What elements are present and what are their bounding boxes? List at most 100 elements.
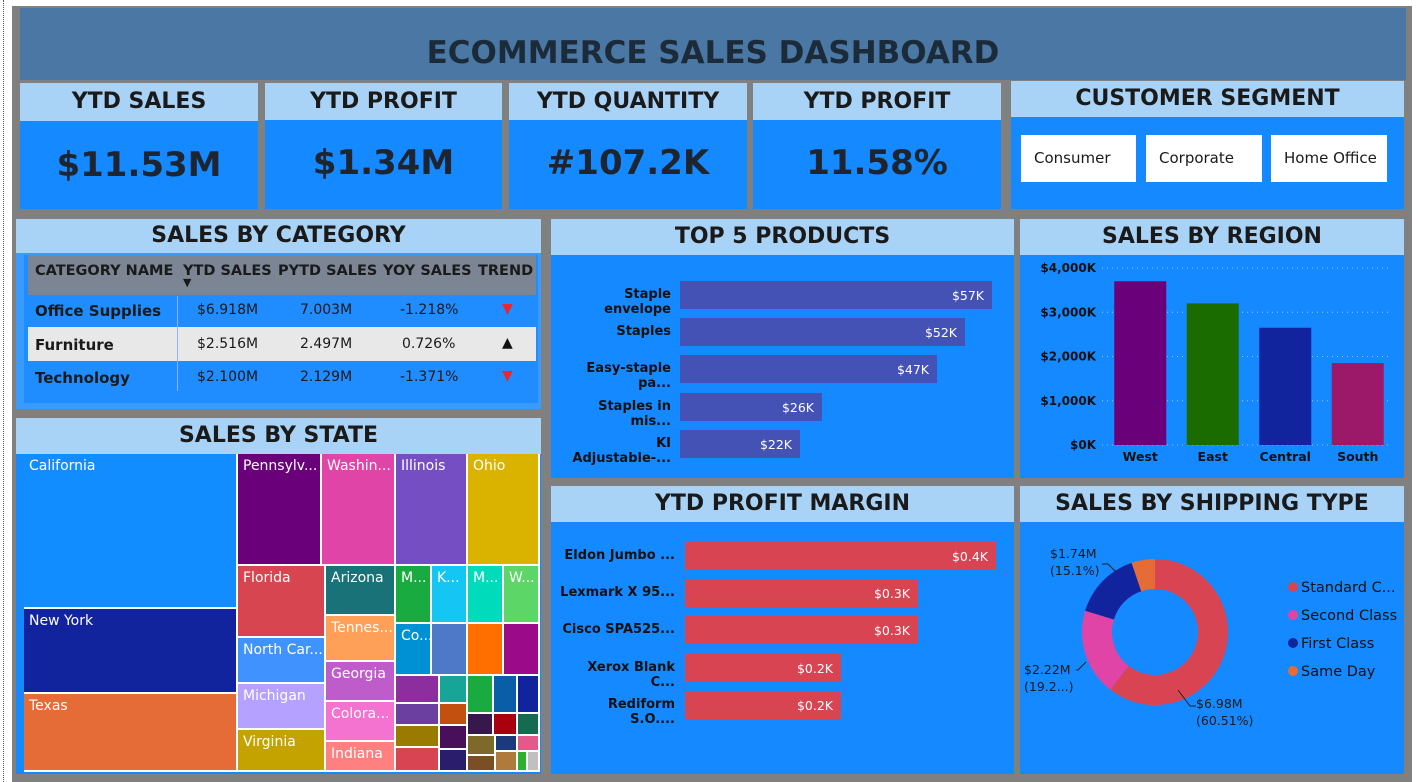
product-bar[interactable] [680, 392, 822, 421]
category-table-header [28, 255, 536, 295]
margin-data-label: $0.3K [873, 586, 910, 602]
treemap-tile[interactable]: California [24, 454, 238, 609]
treemap-tile[interactable] [518, 714, 540, 736]
treemap-tile[interactable]: M... [468, 566, 504, 624]
table-row-category[interactable]: Office Supplies [35, 302, 162, 320]
treemap-tile[interactable]: Indiana [326, 742, 396, 772]
treemap-tile[interactable] [494, 714, 518, 736]
treemap-tile[interactable] [396, 748, 440, 772]
treemap-tile[interactable]: Tennes... [326, 616, 396, 662]
table-row-category[interactable]: Technology [35, 369, 130, 387]
margin-label: Lexmark X 95... [560, 585, 675, 601]
treemap-tile[interactable]: Colora... [326, 702, 396, 742]
donut-slice[interactable] [1110, 559, 1228, 705]
segment-corporate-button[interactable]: Corporate [1146, 135, 1262, 182]
donut-slice[interactable] [1085, 562, 1142, 620]
treemap-tile[interactable] [432, 624, 468, 676]
treemap-tile[interactable] [440, 704, 468, 726]
legend-item[interactable]: Same Day [1301, 664, 1376, 680]
col-ytd-sales[interactable]: YTD SALES [183, 263, 272, 279]
profit-margin-title: YTD PROFIT MARGIN [551, 486, 1014, 522]
region-bar[interactable] [1114, 281, 1167, 445]
legend-marker [1288, 610, 1298, 620]
leader-line [1177, 689, 1196, 707]
treemap-tile[interactable] [528, 752, 540, 772]
legend-marker [1288, 666, 1298, 676]
kpi-ytd-profit-label: YTD PROFIT [265, 83, 502, 120]
y-tick-label: $0K [1070, 438, 1097, 452]
table-row-pytd: 7.003M [300, 302, 353, 318]
treemap-tile[interactable]: K... [432, 566, 468, 624]
col-category-name[interactable]: CATEGORY NAME [35, 263, 174, 279]
segment-home-office-button[interactable]: Home Office [1271, 135, 1387, 182]
col-yoy-sales[interactable]: YOY SALES [383, 263, 472, 279]
margin-bar[interactable] [685, 542, 996, 570]
treemap-tile[interactable]: North Car... [238, 638, 326, 684]
treemap-tile[interactable] [518, 676, 540, 714]
donut-slice[interactable] [1082, 610, 1129, 690]
treemap-tile[interactable] [468, 714, 494, 736]
treemap-tile[interactable] [396, 676, 440, 704]
legend-item[interactable]: Standard C... [1301, 580, 1396, 596]
product-bar[interactable] [680, 318, 965, 347]
margin-bar[interactable] [685, 653, 841, 682]
donut-data-label: (60.51%) [1196, 713, 1253, 728]
margin-label: Rediform S.O.... [607, 696, 675, 727]
treemap-tile[interactable] [440, 750, 468, 772]
treemap-tile[interactable]: Ohio [468, 454, 540, 566]
treemap-tile[interactable] [468, 676, 494, 714]
donut-data-label: (19.2...) [1024, 679, 1074, 694]
treemap-tile[interactable] [396, 704, 440, 726]
region-bar[interactable] [1186, 303, 1239, 445]
segment-consumer-button[interactable]: Consumer [1021, 135, 1136, 182]
treemap-tile[interactable]: Co... [396, 624, 432, 676]
treemap-tile[interactable]: W... [504, 566, 540, 624]
treemap-tile[interactable] [468, 624, 504, 676]
trend-down-icon: ▼ [502, 301, 513, 317]
region-bar[interactable] [1259, 327, 1312, 445]
donut-slice[interactable] [1131, 559, 1155, 592]
treemap-tile[interactable]: Pennsylv... [238, 454, 322, 566]
treemap-tile[interactable]: M... [396, 566, 432, 624]
region-bar[interactable] [1331, 363, 1384, 445]
treemap-tile[interactable]: Georgia [326, 662, 396, 702]
treemap-tile[interactable] [440, 676, 468, 704]
treemap-tile[interactable]: Arizona [326, 566, 396, 616]
product-bar[interactable] [680, 355, 937, 384]
table-row-category[interactable]: Furniture [35, 336, 114, 354]
margin-bar[interactable] [685, 690, 841, 719]
donut-data-label: (15.1%) [1050, 563, 1099, 578]
treemap-tile[interactable] [468, 736, 496, 756]
sales-by-state-title: SALES BY STATE [16, 418, 541, 454]
margin-bar[interactable] [685, 579, 918, 608]
treemap-tile[interactable]: Michigan [238, 684, 326, 730]
treemap-tile[interactable]: Florida [238, 566, 326, 638]
col-trend[interactable]: TREND [478, 263, 534, 279]
treemap-tile[interactable] [518, 736, 540, 752]
margin-label: Eldon Jumbo ... [564, 548, 675, 563]
treemap-tile[interactable]: Illinois [396, 454, 468, 566]
treemap-tile[interactable]: Virginia [238, 730, 326, 772]
treemap-tile[interactable] [496, 752, 518, 772]
kpi-ytd-profit-margin-label: YTD PROFIT MARGIN [753, 83, 1001, 152]
treemap-tile[interactable] [396, 726, 440, 748]
treemap-tile[interactable]: New York [24, 609, 238, 694]
treemap-tile[interactable] [440, 726, 468, 750]
sort-desc-icon[interactable]: ▼ [183, 276, 192, 289]
product-bar[interactable] [680, 429, 800, 458]
x-tick-label: East [1198, 449, 1228, 464]
legend-item[interactable]: Second Class [1301, 608, 1397, 624]
treemap-tile[interactable] [468, 756, 496, 772]
legend-item[interactable]: First Class [1301, 636, 1374, 652]
treemap-tile[interactable] [518, 752, 528, 772]
treemap-tile[interactable]: Washin... [322, 454, 396, 566]
donut-data-label: $6.98M [1196, 696, 1243, 711]
product-bar[interactable] [680, 281, 992, 309]
table-row-highlight [28, 327, 536, 361]
treemap-tile[interactable] [504, 624, 540, 676]
treemap-tile[interactable] [496, 736, 518, 752]
col-pytd-sales[interactable]: PYTD SALES [278, 263, 378, 279]
treemap-tile[interactable] [494, 676, 518, 714]
margin-bar[interactable] [685, 616, 918, 645]
treemap-tile[interactable]: Texas [24, 694, 238, 772]
